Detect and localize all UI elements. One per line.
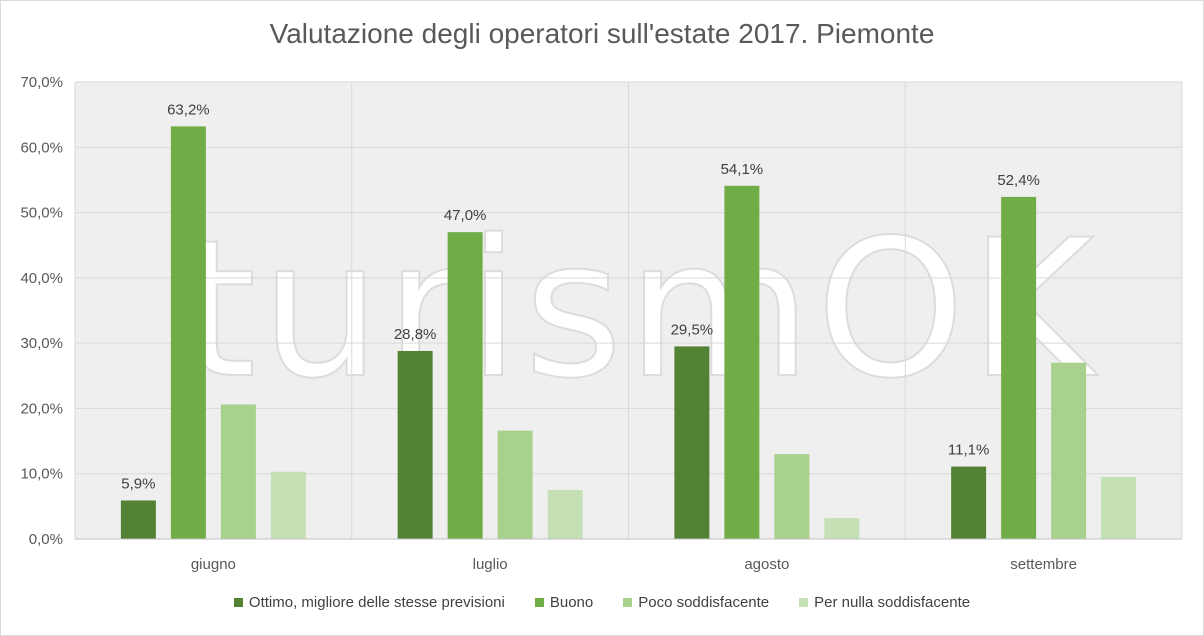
x-axis: giugno luglio agosto settembre [75, 538, 1182, 573]
legend-item: Ottimo, migliore delle stesse previsioni [233, 594, 505, 611]
legend-label: Per nulla soddisfacente [814, 594, 971, 611]
y-tick-label: 50,0% [20, 205, 63, 222]
data-labels: 5,9% 63,2% 28,8% 47,0% 29,5% 54,1% 11,1% 52,4% [121, 101, 1040, 492]
legend-swatch [623, 598, 633, 607]
data-label: 52,4% [997, 172, 1040, 189]
y-tick-label: 30,0% [20, 335, 63, 352]
watermark-logo: turismOK [181, 198, 1098, 421]
bar [547, 490, 583, 539]
bar [220, 404, 256, 539]
legend-label: Poco soddisfacente [638, 594, 770, 611]
watermark-text: turismOK [182, 199, 1098, 420]
data-label: 54,1% [721, 161, 764, 178]
data-label: 5,9% [121, 475, 155, 492]
x-tick-label: giugno [191, 556, 236, 573]
y-tick-label: 0,0% [29, 531, 63, 548]
chart-title: Valutazione degli operatori sull'estate … [269, 18, 935, 49]
bar [824, 518, 860, 539]
data-label: 63,2% [167, 101, 210, 118]
legend-label: Buono [549, 594, 594, 611]
bar [724, 185, 760, 539]
legend-item: Buono [534, 594, 594, 611]
legend-swatch [233, 598, 243, 607]
data-label: 28,8% [394, 326, 437, 343]
bar [1001, 196, 1037, 539]
legend-swatch [799, 598, 809, 607]
bar [120, 500, 156, 539]
bar [674, 346, 710, 539]
bar [270, 471, 306, 539]
data-label: 29,5% [671, 321, 714, 338]
bar [774, 454, 810, 539]
bar [170, 126, 206, 539]
x-tick-label: agosto [744, 556, 789, 573]
bars [120, 126, 1137, 539]
x-tick-label: settembre [1010, 556, 1077, 573]
x-tick-label: luglio [473, 556, 508, 573]
bar [1101, 476, 1137, 539]
y-tick-label: 60,0% [20, 139, 63, 156]
bar [397, 350, 433, 539]
legend-item: Per nulla soddisfacente [799, 594, 970, 611]
bar [1051, 362, 1087, 539]
bar [497, 430, 533, 539]
legend-label: Ottimo, migliore delle stesse previsioni [248, 594, 505, 611]
data-label: 47,0% [444, 207, 487, 224]
legend: Ottimo, migliore delle stesse previsioni… [0, 594, 1204, 611]
y-tick-label: 40,0% [20, 270, 63, 287]
y-tick-label: 10,0% [20, 466, 63, 483]
legend-item: Poco soddisfacente [623, 594, 769, 611]
legend-swatch [534, 598, 544, 607]
y-tick-label: 70,0% [20, 74, 63, 91]
bar [447, 232, 483, 539]
data-label: 11,1% [948, 442, 989, 459]
bar [951, 466, 987, 539]
y-axis: 0,0% 10,0% 20,0% 30,0% 40,0% 50,0% 60,0% 70,0% [20, 74, 63, 548]
y-tick-label: 20,0% [20, 400, 63, 417]
